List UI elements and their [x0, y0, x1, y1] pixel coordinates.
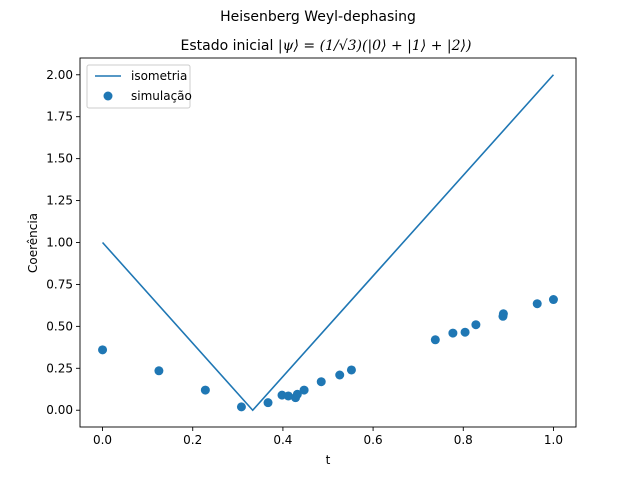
x-tick-label: 0.0 — [93, 433, 112, 447]
legend: isometria simulação — [86, 64, 192, 109]
subtitle-math: |ψ⟩ = (1/√3)(|0⟩ + |1⟩ + |2⟩) — [278, 38, 472, 54]
y-tick-label: 1.75 — [46, 110, 73, 124]
data-point — [471, 320, 481, 330]
y-tick-label: 1.00 — [46, 236, 73, 250]
chart-subtitle: Estado inicial |ψ⟩ = (1/√3)(|0⟩ + |1⟩ + … — [181, 38, 472, 54]
data-point — [292, 389, 302, 399]
data-point — [154, 366, 164, 376]
x-tick-label: 0.4 — [273, 433, 292, 447]
y-axis-label: Coerência — [26, 213, 40, 273]
x-axis-label: t — [326, 453, 331, 467]
y-tick-label: 1.25 — [46, 194, 73, 208]
y-tick-label: 1.50 — [46, 152, 73, 166]
y-tick-label: 2.00 — [46, 68, 73, 82]
y-tick-label: 0.50 — [46, 319, 73, 333]
data-point — [498, 309, 508, 319]
data-point — [316, 377, 326, 387]
axes-frame — [79, 57, 577, 428]
x-tick-label: 0.6 — [364, 433, 383, 447]
data-point — [283, 391, 293, 401]
plot-area: 0.0 0.2 0.4 0.6 0.8 1.0 0.00 0.25 0.50 0.75 1.00 1.… — [46, 57, 577, 447]
data-point — [548, 295, 558, 305]
data-point — [448, 328, 458, 338]
chart-title: Heisenberg Weyl-dephasing — [220, 9, 416, 25]
legend-label-isometria: isometria — [131, 69, 187, 83]
data-point — [460, 327, 470, 337]
y-tick-label: 0.25 — [46, 361, 73, 375]
data-point — [335, 370, 345, 380]
data-point — [98, 345, 108, 355]
y-tick-label: 0.00 — [46, 403, 73, 417]
data-point — [236, 402, 246, 412]
data-point — [346, 365, 356, 375]
y-tick-label: 0.75 — [46, 277, 73, 291]
x-tick-label: 0.2 — [183, 433, 202, 447]
data-point — [299, 385, 309, 395]
series-line-isometria — [101, 74, 555, 412]
data-point — [263, 398, 273, 408]
data-point — [532, 299, 542, 309]
x-tick-label: 1.0 — [544, 433, 563, 447]
legend-label-simulacao: simulação — [131, 89, 192, 103]
subtitle-prefix: Estado inicial — [181, 38, 278, 54]
x-tick-label: 0.8 — [454, 433, 473, 447]
legend-marker-swatch — [103, 91, 113, 101]
data-point — [200, 385, 210, 395]
data-point — [430, 335, 440, 345]
